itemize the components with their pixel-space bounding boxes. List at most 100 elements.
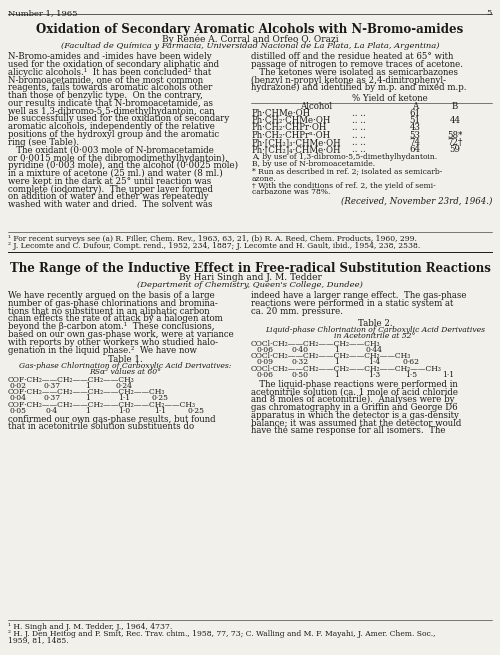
Text: 0·06: 0·06 <box>256 346 274 354</box>
Text: We have recently argued on the basis of a large: We have recently argued on the basis of … <box>8 291 215 300</box>
Text: pyridine (0·003 mole), and the alcohol (0·0025 mole): pyridine (0·003 mole), and the alcohol (… <box>8 161 238 170</box>
Text: By Renée A. Corral and Orfeo O. Orazi: By Renée A. Corral and Orfeo O. Orazi <box>162 34 338 43</box>
Text: 0·25: 0·25 <box>152 394 168 402</box>
Text: 0·44: 0·44 <box>366 346 382 354</box>
Text: 0·32: 0·32 <box>292 358 308 366</box>
Text: confirmed our own gas-phase results, but found: confirmed our own gas-phase results, but… <box>8 415 216 424</box>
Text: 1·5: 1·5 <box>405 371 417 379</box>
Text: A: A <box>412 102 418 111</box>
Text: and 8 moles of acetonitrile).  Analyses were by: and 8 moles of acetonitrile). Analyses w… <box>251 395 454 404</box>
Text: complete (iodometry).  The upper layer formed: complete (iodometry). The upper layer fo… <box>8 185 213 194</box>
Text: ring (see Table).: ring (see Table). <box>8 138 79 147</box>
Text: distilled off and the residue heated at 65° with: distilled off and the residue heated at … <box>251 52 454 61</box>
Text: The ketones were isolated as semicarbazones: The ketones were isolated as semicarbazo… <box>251 67 458 77</box>
Text: in Acetonitrile at 52°: in Acetonitrile at 52° <box>334 332 415 340</box>
Text: hydrazone) and identified by m.p. and mixed m.p.: hydrazone) and identified by m.p. and mi… <box>251 83 466 92</box>
Text: 53: 53 <box>410 130 420 140</box>
Text: 51: 51 <box>410 116 420 125</box>
Text: * Run as described in ref. 2; isolated as semicarb-: * Run as described in ref. 2; isolated a… <box>252 168 442 176</box>
Text: .. ..: .. .. <box>352 130 366 140</box>
Text: 1: 1 <box>334 371 340 379</box>
Text: (benzyl n-propyl ketone as 2,4-dinitrophenyl-: (benzyl n-propyl ketone as 2,4-dinitroph… <box>251 75 446 84</box>
Text: COCl·CH₂——CH₂——CH₂——CH₂——CH₂——CH₃: COCl·CH₂——CH₂——CH₂——CH₂——CH₂——CH₃ <box>251 365 442 373</box>
Text: † With the conditions of ref. 2, the yield of semi-: † With the conditions of ref. 2, the yie… <box>252 181 436 189</box>
Text: (Department of Chemistry, Queen's College, Dundee): (Department of Chemistry, Queen's Colleg… <box>137 281 363 289</box>
Text: .. ..: .. .. <box>352 123 366 132</box>
Text: Oxidation of Secondary Aromatic Alcohols with N-Bromo-amides: Oxidation of Secondary Aromatic Alcohols… <box>36 23 464 36</box>
Text: Ph·[CH₂]₄·CHMe·OH: Ph·[CH₂]₄·CHMe·OH <box>252 145 342 154</box>
Text: 58*: 58* <box>448 130 462 140</box>
Text: 44: 44 <box>450 116 460 125</box>
Text: Ph·CH₂·CHMe·OH: Ph·CH₂·CHMe·OH <box>252 116 332 125</box>
Text: (Received, November 23rd, 1964.): (Received, November 23rd, 1964.) <box>340 196 492 205</box>
Text: acetonitrile solution (ca. 1 mole of acid chloride: acetonitrile solution (ca. 1 mole of aci… <box>251 387 458 396</box>
Text: ¹ For recent surveys see (a) R. Filler, Chem. Rev., 1963, 63, 21, (b) R. A. Reed: ¹ For recent surveys see (a) R. Filler, … <box>8 235 417 243</box>
Text: 0·25: 0·25 <box>188 407 204 415</box>
Text: balance; it was assumed that the detector would: balance; it was assumed that the detecto… <box>251 419 462 428</box>
Text: 43: 43 <box>410 123 420 132</box>
Text: The oxidant (0·003 mole of N-bromacetamide: The oxidant (0·003 mole of N-bromacetami… <box>8 145 214 155</box>
Text: or 0·0015 mole of the dibromodimethylhydantoin),: or 0·0015 mole of the dibromodimethylhyd… <box>8 153 228 162</box>
Text: ¹ H. Singh and J. M. Tedder, J., 1964, 4737.: ¹ H. Singh and J. M. Tedder, J., 1964, 4… <box>8 623 172 631</box>
Text: well as 1,3-dibromo-5,5-dimethylhydantoin, can: well as 1,3-dibromo-5,5-dimethylhydantoi… <box>8 107 214 115</box>
Text: 1: 1 <box>86 394 90 402</box>
Text: number of gas-phase chlorinations and bromina-: number of gas-phase chlorinations and br… <box>8 299 218 308</box>
Text: B, by use of N-bromoacetamide.: B, by use of N-bromoacetamide. <box>252 160 375 168</box>
Text: with reports by other workers who studied halo-: with reports by other workers who studie… <box>8 338 218 346</box>
Text: Ph·[CH₂]₃·CHMe·OH: Ph·[CH₂]₃·CHMe·OH <box>252 138 342 147</box>
Text: 1·4: 1·4 <box>368 358 380 366</box>
Text: 0·06: 0·06 <box>256 371 274 379</box>
Text: RSα² values at 60°: RSα² values at 60° <box>89 368 161 376</box>
Text: COF·CH₂——CH₂——CH₂——CH₃: COF·CH₂——CH₂——CH₂——CH₃ <box>8 376 135 384</box>
Text: % Yield of ketone: % Yield of ketone <box>352 94 428 103</box>
Text: 0·09: 0·09 <box>256 358 274 366</box>
Text: azone.: azone. <box>252 175 277 183</box>
Text: Table 2.: Table 2. <box>358 320 392 328</box>
Text: genation in the liquid phase.²  We have now: genation in the liquid phase.² We have n… <box>8 346 197 354</box>
Text: 0·40: 0·40 <box>292 346 308 354</box>
Text: 0·02: 0·02 <box>10 382 26 390</box>
Text: 5: 5 <box>486 9 492 17</box>
Text: Table 1.: Table 1. <box>108 356 142 364</box>
Text: our results indicate that N-bromoacetamide, as: our results indicate that N-bromoacetami… <box>8 99 213 108</box>
Text: 1·3: 1·3 <box>368 371 380 379</box>
Text: tions that no substituent in an aliphatic carbon: tions that no substituent in an aliphati… <box>8 307 209 316</box>
Text: 0·37: 0·37 <box>44 382 60 390</box>
Text: 0·04: 0·04 <box>10 394 26 402</box>
Text: .. ..: .. .. <box>352 145 366 154</box>
Text: ² J. Lecomte and C. Dufour, Compt. rend., 1952, 234, 1887; J. Lecomte and H. Gau: ² J. Lecomte and C. Dufour, Compt. rend.… <box>8 242 420 250</box>
Text: N-bromoacetamide, one of the most common: N-bromoacetamide, one of the most common <box>8 75 203 84</box>
Text: have the same response for all isomers.  The: have the same response for all isomers. … <box>251 426 446 436</box>
Text: 0·24: 0·24 <box>116 382 132 390</box>
Text: ca. 20 mm. pressure.: ca. 20 mm. pressure. <box>251 307 343 316</box>
Text: aromatic alcohols, independently of the relative: aromatic alcohols, independently of the … <box>8 122 215 131</box>
Text: Liquid-phase Chlorination of Carboxylic Acid Derivatives: Liquid-phase Chlorination of Carboxylic … <box>265 326 485 334</box>
Text: 1: 1 <box>86 407 90 415</box>
Text: that in acetonitrile solution substituents do: that in acetonitrile solution substituen… <box>8 422 194 432</box>
Text: passage of nitrogen to remove traces of acetone.: passage of nitrogen to remove traces of … <box>251 60 463 69</box>
Text: 72†: 72† <box>448 138 462 147</box>
Text: 74: 74 <box>410 138 420 147</box>
Text: 1959, 81, 1485.: 1959, 81, 1485. <box>8 637 68 645</box>
Text: COCl·CH₂——CH₂——CH₂——CH₃: COCl·CH₂——CH₂——CH₂——CH₃ <box>251 340 380 348</box>
Text: COF·CH₂——CH₂——CH₂——CH₂——CH₃: COF·CH₂——CH₂——CH₂——CH₂——CH₃ <box>8 388 166 396</box>
Text: 59: 59 <box>450 145 460 154</box>
Text: The liquid-phase reactions were performed in: The liquid-phase reactions were performe… <box>251 380 458 388</box>
Text: .. ..: .. .. <box>352 116 366 125</box>
Text: alicyclic alcohols.¹  It has been concluded² that: alicyclic alcohols.¹ It has been conclud… <box>8 67 211 77</box>
Text: 1·1: 1·1 <box>442 371 454 379</box>
Text: in a mixture of acetone (25 ml.) and water (8 ml.): in a mixture of acetone (25 ml.) and wat… <box>8 169 223 178</box>
Text: 1: 1 <box>334 346 340 354</box>
Text: 64: 64 <box>410 145 420 154</box>
Text: used for the oxidation of secondary aliphatic and: used for the oxidation of secondary alip… <box>8 60 219 69</box>
Text: carbazone was 78%.: carbazone was 78%. <box>252 189 330 196</box>
Text: By Hari Singh and J. M. Tedder: By Hari Singh and J. M. Tedder <box>178 273 322 282</box>
Text: N-Bromo-amides and -imides have been widely: N-Bromo-amides and -imides have been wid… <box>8 52 212 61</box>
Text: apparatus in which the detector is a gas-density: apparatus in which the detector is a gas… <box>251 411 459 420</box>
Text: 0·37: 0·37 <box>44 394 60 402</box>
Text: The Range of the Inductive Effect in Free-radical Substitution Reactions: The Range of the Inductive Effect in Fre… <box>10 262 490 275</box>
Text: gas chromatography in a Griffin and George D6: gas chromatography in a Griffin and Geor… <box>251 403 458 412</box>
Text: Ph·CH₂·CHPrⁿ·OH: Ph·CH₂·CHPrⁿ·OH <box>252 130 331 140</box>
Text: Ph·CHMe·OH: Ph·CHMe·OH <box>252 109 311 118</box>
Text: (Facultad de Química y Farmacia, Universidad Nacional de La Plata, La Plata, Arg: (Facultad de Química y Farmacia, Univers… <box>61 42 440 50</box>
